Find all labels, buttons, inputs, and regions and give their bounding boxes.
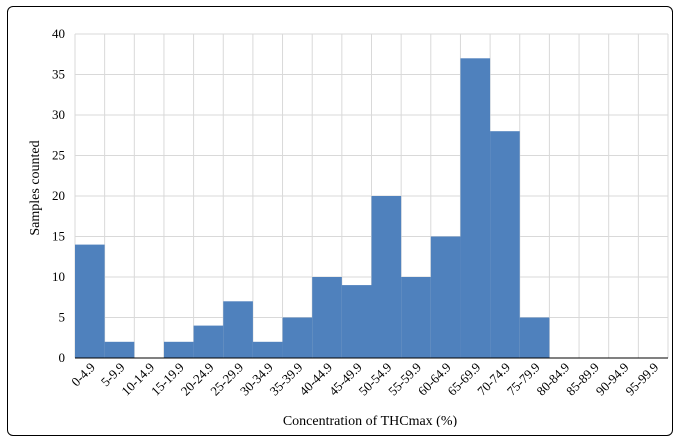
bars: [75, 58, 550, 359]
bar-30-34.9: [252, 341, 283, 358]
bar-25-29.9: [223, 301, 253, 358]
bar-15-19.9: [163, 341, 194, 358]
x-tick-label: 95-99.9: [622, 360, 661, 399]
bar-60-64.9: [430, 236, 461, 358]
bar-20-24.9: [193, 325, 224, 358]
y-tick-label: 15: [52, 229, 65, 244]
y-tick-label: 0: [59, 350, 66, 365]
y-tick-label: 40: [52, 26, 65, 41]
histogram-chart: 0 5 10 15 20 25 30 35 40 0-4.9 5-9.910-14.915-19.…: [28, 26, 669, 427]
y-tick-label: 10: [52, 269, 65, 284]
y-tick-label: 30: [52, 107, 65, 122]
bar-45-49.9: [341, 285, 372, 358]
x-axis-title: Concentration of THCmax (%): [283, 414, 458, 427]
y-tick-label: 20: [52, 188, 65, 203]
bar-70-74.9: [490, 131, 520, 358]
bar-75-79.9: [519, 317, 550, 358]
bar-5-9.9: [104, 341, 135, 358]
bar-40-44.9: [312, 277, 342, 358]
bar-0-4.9: [75, 244, 105, 358]
bar-65-69.9: [460, 58, 491, 359]
y-tick-label: 5: [59, 310, 66, 325]
y-tick-labels: 0 5 10 15 20 25 30 35 40: [52, 26, 65, 365]
bar-35-39.9: [282, 317, 313, 358]
x-tick-labels: 0-4.9 5-9.910-14.915-19.920-24.925-29.930…: [68, 360, 661, 399]
y-axis-title: Samples counted: [28, 140, 43, 235]
y-tick-label: 35: [52, 67, 65, 82]
x-tick-label: 0-4.9: [68, 360, 98, 390]
bar-50-54.9: [371, 196, 402, 358]
y-tick-label: 25: [52, 148, 65, 163]
bar-55-59.9: [401, 277, 431, 358]
